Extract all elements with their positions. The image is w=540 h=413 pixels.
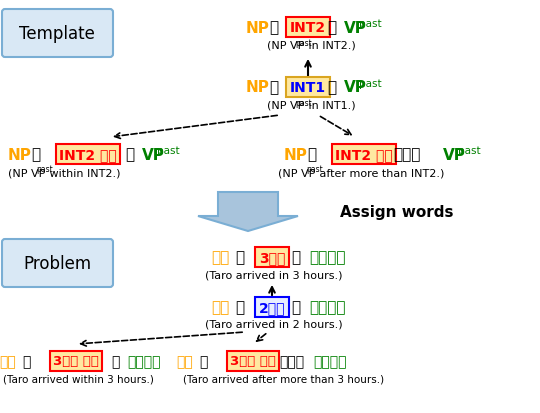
- Text: は: は: [199, 354, 207, 368]
- Text: 到着した: 到着した: [310, 300, 346, 315]
- Text: かけて: かけて: [393, 147, 421, 162]
- Text: past: past: [295, 98, 312, 107]
- Text: (Taro arrived after more than 3 hours.): (Taro arrived after more than 3 hours.): [183, 374, 384, 384]
- Text: (NP VP: (NP VP: [278, 168, 315, 178]
- Text: VP: VP: [443, 147, 466, 162]
- Text: (Taro arrived within 3 hours.): (Taro arrived within 3 hours.): [3, 374, 154, 384]
- Text: 太郎: 太郎: [211, 300, 229, 315]
- Text: 到着した: 到着した: [313, 354, 347, 368]
- Text: past: past: [36, 165, 53, 174]
- Text: 2時間: 2時間: [259, 300, 285, 314]
- Text: は: は: [307, 147, 316, 162]
- Text: INT2: INT2: [290, 21, 326, 35]
- Text: で: で: [292, 300, 301, 315]
- Text: は: は: [269, 80, 279, 95]
- Text: past: past: [295, 38, 312, 47]
- Text: 太郎: 太郎: [177, 354, 193, 368]
- Text: は: は: [235, 300, 245, 315]
- Text: NP: NP: [246, 80, 270, 95]
- Text: INT1: INT1: [290, 81, 326, 95]
- Text: VP: VP: [344, 80, 367, 95]
- Text: 3時間: 3時間: [259, 250, 285, 264]
- Text: (NP VP: (NP VP: [267, 101, 305, 111]
- Text: NP: NP: [8, 147, 32, 162]
- Text: で: で: [292, 250, 301, 265]
- FancyBboxPatch shape: [2, 240, 113, 287]
- Text: 3時間 以上: 3時間 以上: [230, 355, 276, 368]
- Text: after more than INT2.): after more than INT2.): [316, 168, 444, 178]
- Text: past: past: [306, 165, 323, 174]
- Text: in INT2.): in INT2.): [305, 41, 356, 51]
- Text: かけて: かけて: [279, 354, 305, 368]
- Text: に: に: [125, 147, 134, 162]
- Text: past: past: [359, 79, 382, 89]
- Text: 到着した: 到着した: [127, 354, 161, 368]
- Text: past: past: [359, 19, 382, 29]
- Text: Template: Template: [19, 25, 95, 43]
- Text: 到着した: 到着した: [310, 250, 346, 265]
- Text: 太郎: 太郎: [211, 250, 229, 265]
- Text: NP: NP: [246, 21, 270, 36]
- Text: は: は: [22, 354, 30, 368]
- Text: INT2 以上: INT2 以上: [335, 147, 393, 161]
- Text: (NP VP: (NP VP: [8, 168, 45, 178]
- Text: 3時間 以内: 3時間 以内: [53, 355, 99, 368]
- Text: in INT1.): in INT1.): [305, 101, 356, 111]
- Text: 太郎: 太郎: [0, 354, 16, 368]
- Text: (Taro arrived in 3 hours.): (Taro arrived in 3 hours.): [205, 269, 342, 279]
- Text: Assign words: Assign words: [340, 204, 454, 219]
- Polygon shape: [198, 192, 298, 231]
- Text: within INT2.): within INT2.): [46, 168, 120, 178]
- Text: (NP VP: (NP VP: [267, 41, 305, 51]
- Text: は: は: [269, 21, 279, 36]
- Text: NP: NP: [284, 147, 308, 162]
- Text: (Taro arrived in 2 hours.): (Taro arrived in 2 hours.): [205, 319, 342, 329]
- Text: INT2 以内: INT2 以内: [59, 147, 117, 161]
- Text: VP: VP: [142, 147, 165, 162]
- FancyBboxPatch shape: [2, 10, 113, 58]
- Text: に: に: [111, 354, 119, 368]
- Text: past: past: [458, 146, 481, 156]
- Text: Problem: Problem: [23, 254, 91, 272]
- Text: past: past: [157, 146, 180, 156]
- Text: で: で: [327, 21, 336, 36]
- Text: は: は: [31, 147, 40, 162]
- Text: は: は: [235, 250, 245, 265]
- Text: で: で: [327, 80, 336, 95]
- Text: VP: VP: [344, 21, 367, 36]
